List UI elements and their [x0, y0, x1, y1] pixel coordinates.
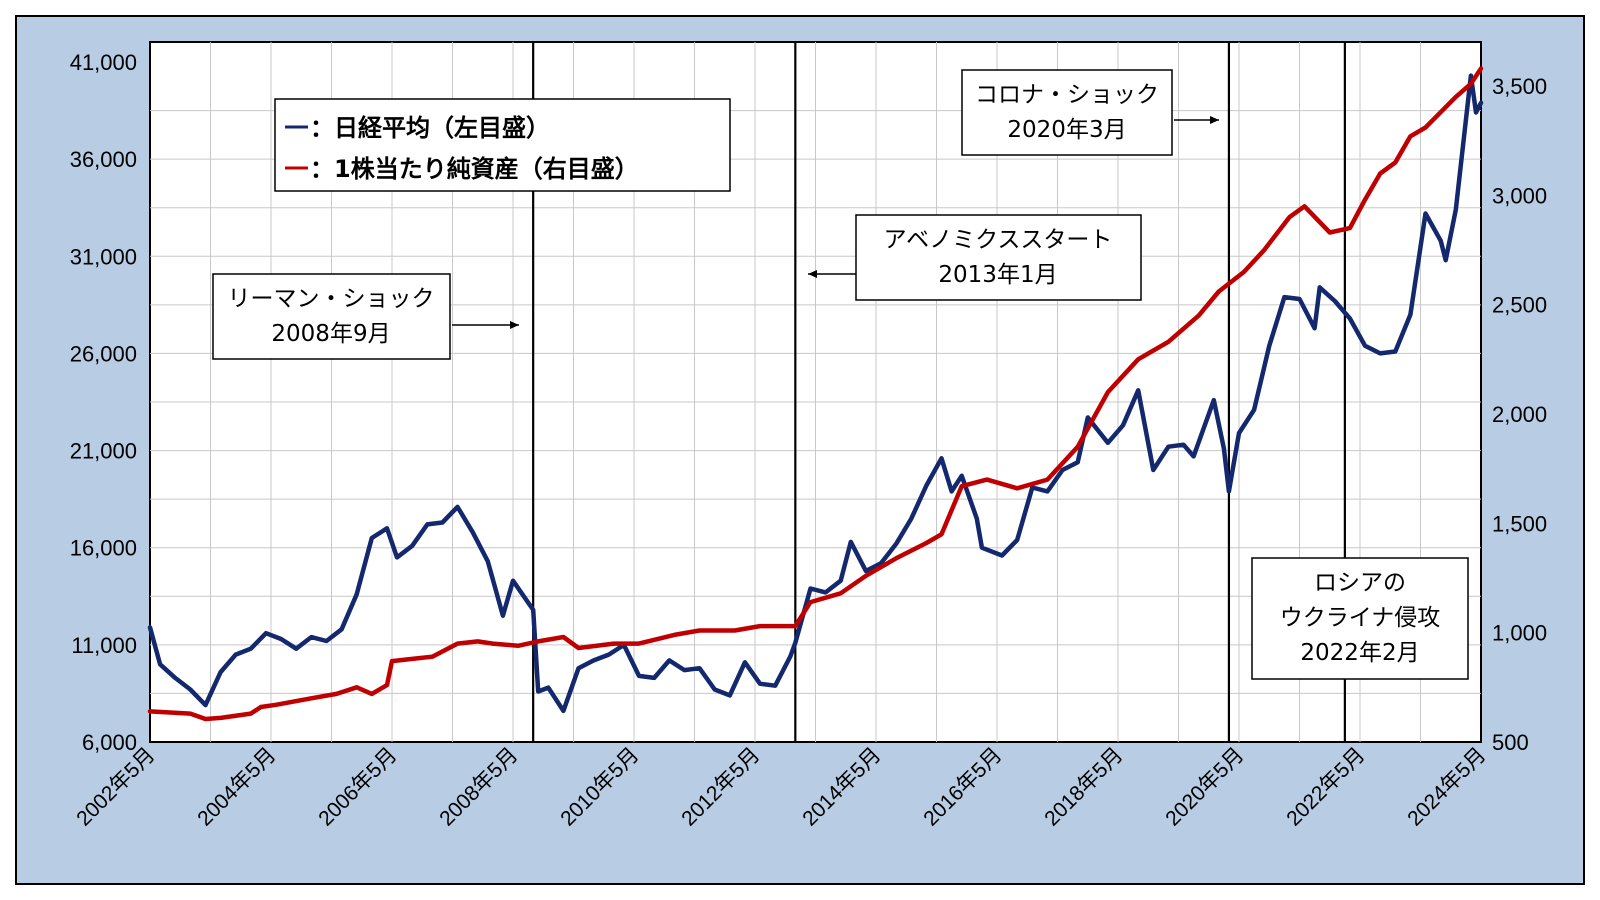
legend-label-bps: ：1株当たり純資産（右目盛） — [310, 155, 639, 183]
annotation-box — [961, 69, 1173, 156]
y-left-tick-label: 6,000 — [82, 730, 137, 755]
left-axis-ticks: 41,000 36,000 31,000 26,000 21,000 16,000 11,0… — [70, 50, 137, 755]
y-right-tick-label: 2,500 — [1492, 293, 1547, 318]
annotation-line: コロナ・ショック — [975, 82, 1159, 108]
y-left-tick-label: 41,000 — [70, 50, 137, 75]
legend-label-nikkei: ：日経平均（左目盛） — [310, 114, 550, 142]
y-right-tick-label: 2,000 — [1492, 402, 1547, 427]
annotation-box — [1251, 557, 1469, 680]
arrow-head — [1210, 116, 1219, 124]
annotation-line: 2013年1月 — [938, 262, 1057, 288]
annotation-line: 2022年2月 — [1300, 640, 1419, 666]
annotation-line: 2020年3月 — [1007, 117, 1126, 143]
y-right-tick-label: 3,500 — [1492, 74, 1547, 99]
series-line-bps — [147, 66, 1484, 722]
y-left-tick-label: 16,000 — [70, 536, 137, 561]
arrow-head — [808, 270, 817, 278]
y-right-tick-label: 3,000 — [1492, 183, 1547, 208]
annotation-lehman: リーマン・ショック 2008年9月 — [212, 273, 519, 360]
y-right-tick-label: 1,500 — [1492, 511, 1547, 536]
y-left-tick-label: 36,000 — [70, 147, 137, 172]
legend-box — [274, 98, 731, 192]
series-lines — [147, 66, 1484, 722]
annotation-ukraine: ロシアの ウクライナ侵攻 2022年2月 — [1251, 557, 1469, 680]
annotation-box — [212, 273, 451, 360]
annotation-line: ロシアの — [1314, 570, 1406, 596]
legend: ：日経平均（左目盛） ：1株当たり純資産（右目盛） — [274, 98, 731, 192]
y-right-tick-label: 500 — [1492, 730, 1529, 755]
annotation-line: 2008年9月 — [271, 321, 390, 347]
annotation-box — [855, 214, 1142, 301]
grid-lines — [150, 42, 1481, 742]
annotation-line: リーマン・ショック — [228, 286, 435, 312]
annotation-abenomics: アベノミクススタート 2013年1月 — [808, 214, 1142, 301]
y-right-tick-label: 1,000 — [1492, 621, 1547, 646]
y-left-tick-label: 26,000 — [70, 341, 137, 366]
y-left-tick-label: 21,000 — [70, 439, 137, 464]
arrow-head — [510, 321, 519, 329]
series-line-nikkei — [147, 73, 1484, 714]
right-axis-ticks: 3,500 3,000 2,500 2,000 1,500 1,000 500 — [1492, 74, 1547, 755]
y-left-tick-label: 31,000 — [70, 244, 137, 269]
annotation-corona: コロナ・ショック 2020年3月 — [961, 69, 1219, 156]
annotation-line: アベノミクススタート — [884, 227, 1113, 253]
y-left-tick-label: 11,000 — [71, 633, 137, 658]
annotation-line: ウクライナ侵攻 — [1280, 605, 1441, 631]
